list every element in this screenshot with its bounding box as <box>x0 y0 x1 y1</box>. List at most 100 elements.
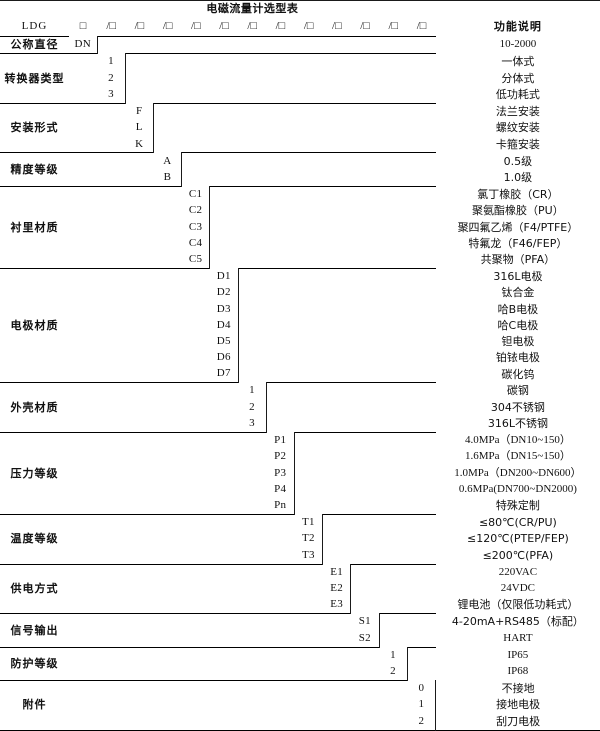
spacer-cell <box>266 35 295 54</box>
code-cell-0[interactable]: 0 <box>407 680 437 698</box>
code-cell-T3[interactable]: T3 <box>294 547 324 564</box>
spacer-cell <box>153 382 182 400</box>
code-box-8[interactable]: /□ <box>303 19 314 32</box>
spacer-cell <box>238 152 267 170</box>
code-cell-D2[interactable]: D2 <box>209 285 239 302</box>
code-cell-C4[interactable]: C4 <box>181 235 211 252</box>
spacer-cell <box>97 449 125 465</box>
code-cell-D7[interactable]: D7 <box>209 366 239 383</box>
table-row: P4 0.6MPa(DN700~DN2000) <box>0 481 600 498</box>
code-cell-D6[interactable]: D6 <box>209 349 239 367</box>
spacer-cell <box>266 317 294 333</box>
code-cell-B[interactable]: B <box>153 169 183 187</box>
code-cell-3[interactable]: 3 <box>97 86 126 104</box>
code-cell-D3[interactable]: D3 <box>209 301 239 318</box>
description-cell: 1.6MPa（DN15~150） <box>464 450 571 463</box>
spacer-cell <box>69 235 97 251</box>
spacer-cell <box>294 102 323 121</box>
spacer-cell <box>125 235 153 251</box>
spacer-cell <box>407 416 435 433</box>
code-cell-D4[interactable]: D4 <box>209 317 239 334</box>
code-box-3[interactable]: /□ <box>162 19 173 32</box>
spacer-cell <box>266 581 294 597</box>
spacer-cell <box>266 646 295 664</box>
description-cell: 一体式 <box>501 55 535 69</box>
spacer-cell <box>97 136 125 153</box>
spacer-cell <box>351 170 379 187</box>
spacer-cell <box>125 563 154 581</box>
description-cell: 法兰安装 <box>495 104 540 118</box>
spacer-cell <box>322 185 351 204</box>
description-cell: 4.0MPa（DN10~150） <box>464 433 571 446</box>
code-box-6[interactable]: /□ <box>247 19 258 32</box>
code-cell-3[interactable]: 3 <box>238 415 267 433</box>
code-box-2[interactable]: /□ <box>134 19 145 32</box>
code-cell-1[interactable]: 1 <box>97 53 126 71</box>
code-cell-E3[interactable]: E3 <box>322 596 352 614</box>
spacer-cell <box>266 697 294 713</box>
spacer-cell <box>238 70 266 86</box>
code-cell-F[interactable]: F <box>125 103 155 121</box>
code-cell-S2[interactable]: S2 <box>350 630 380 648</box>
code-cell-P2[interactable]: P2 <box>266 449 296 466</box>
code-box-1[interactable]: /□ <box>106 19 117 32</box>
table-row: 3 316L不锈钢 <box>0 415 600 433</box>
spacer-cell <box>294 646 323 664</box>
code-box-4[interactable]: /□ <box>191 19 201 32</box>
spacer-cell <box>125 498 153 515</box>
code-box-0[interactable]: □ <box>79 19 87 32</box>
code-cell-1[interactable]: 1 <box>238 382 267 400</box>
spacer-cell <box>407 498 435 515</box>
spacer-cell <box>210 219 238 235</box>
group-label-24: 压力等级 <box>0 431 69 515</box>
code-cell-C3[interactable]: C3 <box>181 219 211 236</box>
code-box-5[interactable]: /□ <box>219 19 229 32</box>
code-cell-2[interactable]: 2 <box>97 70 126 87</box>
code-cell-L[interactable]: L <box>125 120 155 137</box>
spacer-cell <box>238 664 266 681</box>
code-cell-P1[interactable]: P1 <box>266 432 296 450</box>
code-box-11[interactable]: /□ <box>388 19 399 32</box>
spacer-cell <box>182 334 210 350</box>
spacer-cell <box>266 547 294 564</box>
code-cell-1[interactable]: 1 <box>379 647 408 664</box>
code-box-10[interactable]: /□ <box>360 19 370 32</box>
code-cell-D5[interactable]: D5 <box>209 333 239 350</box>
code-cell-K[interactable]: K <box>125 136 155 153</box>
code-cell-P3[interactable]: P3 <box>266 465 296 482</box>
code-cell-C2[interactable]: C2 <box>181 203 211 220</box>
code-cell-S1[interactable]: S1 <box>350 613 380 631</box>
code-cell-E2[interactable]: E2 <box>322 580 352 597</box>
spacer-cell <box>266 630 294 647</box>
code-cell-E1[interactable]: E1 <box>322 564 352 581</box>
spacer-cell <box>351 481 379 497</box>
code-cell-2[interactable]: 2 <box>238 399 267 416</box>
spacer-cell <box>351 136 379 153</box>
code-cell-D1[interactable]: D1 <box>209 268 239 286</box>
code-cell-P4[interactable]: P4 <box>266 481 296 498</box>
code-cell-T2[interactable]: T2 <box>294 531 324 548</box>
spacer-cell <box>210 481 238 497</box>
code-box-7[interactable]: /□ <box>275 19 286 32</box>
code-cell-C5[interactable]: C5 <box>181 251 211 269</box>
spacer-cell <box>68 102 98 121</box>
code-cell-A[interactable]: A <box>153 152 183 170</box>
spacer-cell <box>295 366 323 383</box>
spacer-cell <box>407 465 435 481</box>
code-box-12[interactable]: /□ <box>416 19 427 32</box>
code-cell-Pn[interactable]: Pn <box>266 497 296 515</box>
code-cell-T1[interactable]: T1 <box>294 514 324 532</box>
spacer-cell <box>266 136 294 153</box>
table-row: C3 聚四氟乙烯（F4/PTFE） <box>0 219 600 236</box>
spacer-cell <box>97 679 126 698</box>
code-box-9[interactable]: /□ <box>332 19 342 32</box>
spacer-cell <box>238 350 266 366</box>
code-cell-2[interactable]: 2 <box>379 663 408 681</box>
spacer-cell <box>125 203 153 219</box>
code-cell-C1[interactable]: C1 <box>181 186 211 204</box>
code-cell-1[interactable]: 1 <box>407 697 437 714</box>
spacer-cell <box>182 465 210 481</box>
spacer-cell <box>379 53 408 71</box>
code-cell-DN[interactable]: DN <box>68 36 98 54</box>
spacer-cell <box>379 613 408 631</box>
